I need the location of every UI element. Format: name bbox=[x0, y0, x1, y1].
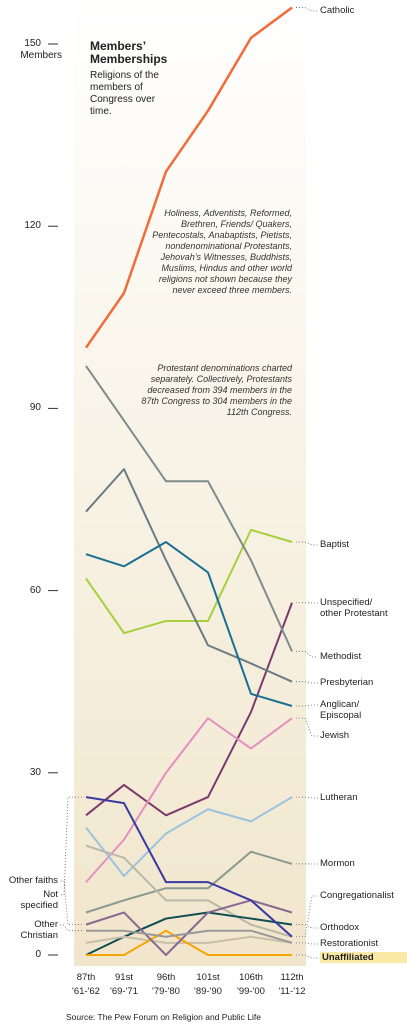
series-label: Orthodox bbox=[320, 922, 360, 933]
series-label: Congregationalist bbox=[320, 890, 394, 901]
series-line bbox=[85, 602, 293, 817]
x-tick-year: '11-'12 bbox=[278, 986, 306, 997]
x-tick-label: 96th bbox=[156, 972, 176, 983]
series-line bbox=[85, 911, 293, 956]
label-leader bbox=[296, 924, 318, 929]
label-leader bbox=[296, 796, 318, 799]
series-label: Presbyterian bbox=[320, 677, 374, 688]
series-line bbox=[85, 468, 293, 683]
series-label: Anglican/ Episcopal bbox=[320, 699, 362, 721]
series-line bbox=[86, 929, 292, 956]
series-label: Catholic bbox=[320, 5, 355, 16]
y-tick-label: 150 bbox=[24, 38, 41, 49]
series-line bbox=[86, 929, 293, 944]
series-line bbox=[84, 6, 293, 349]
series-line bbox=[85, 541, 293, 707]
series-label: Lutheran bbox=[320, 792, 358, 803]
label-leader bbox=[296, 942, 318, 945]
series-label: Unaffiliated bbox=[320, 952, 407, 963]
source: Source: The Pew Forum on Religion and Pu… bbox=[66, 1012, 261, 1022]
series-line bbox=[85, 796, 293, 938]
label-leader bbox=[60, 796, 82, 896]
y-unit: Members bbox=[20, 50, 62, 61]
label-leader bbox=[60, 924, 82, 932]
series-label: Not specified bbox=[20, 889, 59, 911]
series-line bbox=[85, 528, 293, 635]
chart-subtitle: Religions of the members of Congress ove… bbox=[90, 70, 159, 117]
y-tick-label: 90 bbox=[29, 402, 41, 414]
x-tick-year: '69-'71 bbox=[110, 986, 138, 997]
label-leader bbox=[296, 7, 318, 12]
x-tick-label: 112th bbox=[280, 972, 304, 983]
series-line bbox=[85, 796, 293, 878]
series-label: Baptist bbox=[320, 539, 350, 550]
series-line bbox=[85, 844, 293, 938]
series-label: Restorationist bbox=[320, 938, 379, 949]
series-label: Methodist bbox=[320, 651, 362, 662]
series-line bbox=[85, 365, 293, 652]
series-label: Other faiths bbox=[8, 875, 58, 886]
x-tick-label: 87th bbox=[76, 972, 96, 983]
series-label: Other Christian bbox=[20, 919, 59, 941]
label-leader bbox=[296, 681, 318, 684]
series-line bbox=[85, 717, 293, 883]
label-leader bbox=[296, 954, 318, 959]
x-tick-label: 91st bbox=[115, 972, 133, 983]
y-tick-label: 120 bbox=[24, 220, 41, 232]
chart-title: Members’ Memberships bbox=[90, 39, 168, 66]
y-tick-label: 30 bbox=[29, 766, 41, 778]
x-tick-year: '61-'62 bbox=[72, 986, 100, 997]
annotation: Protestant denominations charted separat… bbox=[141, 363, 292, 417]
series-line bbox=[85, 850, 293, 914]
plot-background bbox=[74, 0, 306, 966]
y-tick-label: 60 bbox=[29, 584, 41, 596]
series-label: Mormon bbox=[320, 858, 355, 869]
label-leader bbox=[296, 717, 318, 737]
annotation: Holiness, Adventists, Reformed, Brethren… bbox=[152, 208, 292, 295]
x-tick-year: '89-'90 bbox=[194, 986, 222, 997]
label-leader bbox=[296, 704, 318, 707]
x-tick-year: '99-'00 bbox=[237, 986, 265, 997]
x-tick-label: 101st bbox=[196, 972, 220, 983]
label-leader bbox=[296, 650, 318, 658]
x-tick-year: '79-'80 bbox=[152, 986, 180, 997]
x-tick-label: 106th bbox=[239, 972, 263, 983]
series-label: Unspecified/ other Protestant bbox=[320, 597, 388, 619]
y-tick-label: 0 bbox=[35, 949, 41, 960]
series-label: Jewish bbox=[320, 730, 350, 741]
label-leader bbox=[296, 541, 318, 546]
label-leader bbox=[60, 880, 82, 926]
